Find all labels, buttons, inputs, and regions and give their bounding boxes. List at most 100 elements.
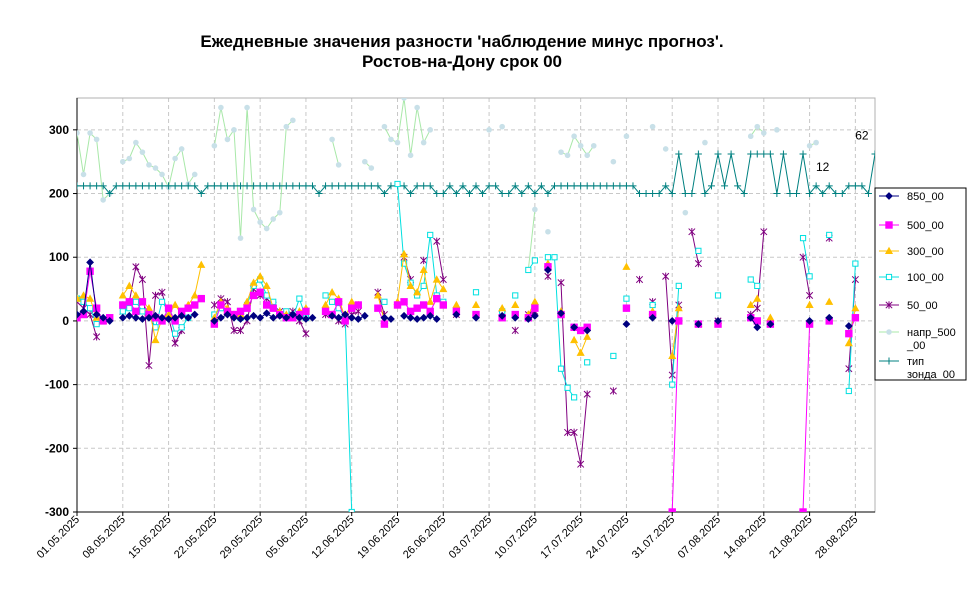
data-point — [77, 294, 82, 302]
data-point — [498, 303, 507, 312]
data-point — [171, 182, 179, 190]
data-point — [826, 231, 833, 239]
x-tick-label: 19.06.2025 — [355, 514, 402, 561]
data-point — [399, 249, 409, 258]
data-point — [844, 338, 853, 347]
data-point — [315, 190, 323, 198]
data-point — [714, 292, 722, 299]
data-point — [373, 291, 382, 299]
data-point — [270, 216, 277, 222]
data-point — [773, 190, 781, 198]
data-point — [172, 155, 178, 162]
data-point — [164, 304, 173, 312]
data-point — [190, 310, 199, 319]
data-point — [407, 190, 415, 198]
data-point — [92, 310, 101, 319]
data-point — [243, 304, 251, 312]
legend-swatch-marker — [885, 301, 893, 309]
data-point — [86, 305, 94, 312]
data-point — [498, 311, 507, 320]
data-point — [354, 315, 363, 323]
legend-label: напр_500 _00 — [906, 327, 956, 352]
data-point — [119, 308, 126, 315]
data-point — [347, 297, 356, 305]
data-point — [668, 190, 676, 198]
data-point — [760, 150, 768, 158]
data-point — [845, 182, 853, 190]
data-point — [452, 300, 461, 309]
data-point — [321, 307, 330, 316]
data-point — [564, 384, 571, 391]
data-point — [348, 508, 355, 512]
data-point — [571, 394, 578, 401]
data-point — [158, 298, 166, 305]
data-point — [609, 387, 617, 395]
data-point — [105, 317, 114, 325]
data-point — [799, 150, 807, 158]
data-point — [380, 320, 389, 328]
data-point — [322, 292, 329, 299]
data-point — [263, 225, 270, 232]
legend-swatch-marker — [885, 192, 893, 200]
data-point — [77, 130, 80, 136]
data-point — [367, 182, 375, 190]
data-point — [695, 247, 702, 254]
data-point — [269, 182, 277, 190]
data-point — [649, 301, 656, 309]
data-point — [832, 190, 840, 198]
data-point — [851, 182, 859, 190]
data-point — [106, 190, 114, 198]
data-point — [805, 317, 814, 325]
data-point — [262, 281, 271, 289]
data-point — [308, 313, 317, 322]
data-point — [583, 332, 592, 340]
data-point — [243, 297, 252, 305]
data-point — [329, 136, 335, 143]
data-point — [779, 150, 787, 158]
data-point — [79, 291, 88, 299]
data-point — [754, 123, 761, 130]
data-point — [406, 281, 415, 289]
data-point — [190, 291, 199, 299]
legend-swatch-marker — [885, 221, 893, 229]
data-point — [275, 311, 284, 320]
data-point — [256, 272, 265, 280]
data-point — [288, 310, 297, 319]
data-point — [622, 262, 631, 270]
data-point — [348, 304, 356, 312]
data-point — [112, 182, 120, 190]
data-point — [465, 190, 473, 198]
data-point — [472, 289, 480, 296]
y-tick-label: -100 — [45, 378, 69, 392]
data-point — [576, 348, 585, 356]
x-tick-label: 21.08.2025 — [767, 514, 814, 561]
data-point — [302, 182, 310, 190]
data-point — [551, 254, 558, 261]
data-point — [714, 317, 722, 325]
legend-swatch-marker — [886, 329, 892, 335]
data-point — [138, 315, 147, 323]
data-point — [851, 314, 860, 322]
data-point — [321, 300, 330, 309]
data-point — [668, 351, 677, 360]
data-point — [746, 300, 755, 309]
data-point — [374, 182, 382, 190]
data-point — [648, 313, 657, 322]
data-point — [571, 133, 577, 140]
data-point — [622, 304, 631, 312]
data-point — [806, 273, 813, 280]
data-point — [819, 190, 827, 198]
legend-label: 50_00 — [907, 300, 938, 312]
data-point — [138, 298, 147, 306]
data-point — [237, 235, 244, 241]
data-point — [524, 182, 532, 190]
data-point — [675, 317, 683, 325]
series-layer — [77, 98, 875, 512]
data-point — [211, 142, 218, 149]
data-point — [394, 139, 401, 146]
data-point — [118, 313, 127, 322]
data-point — [636, 190, 644, 198]
data-point — [753, 294, 762, 302]
data-point — [400, 311, 408, 320]
data-point — [825, 297, 834, 305]
